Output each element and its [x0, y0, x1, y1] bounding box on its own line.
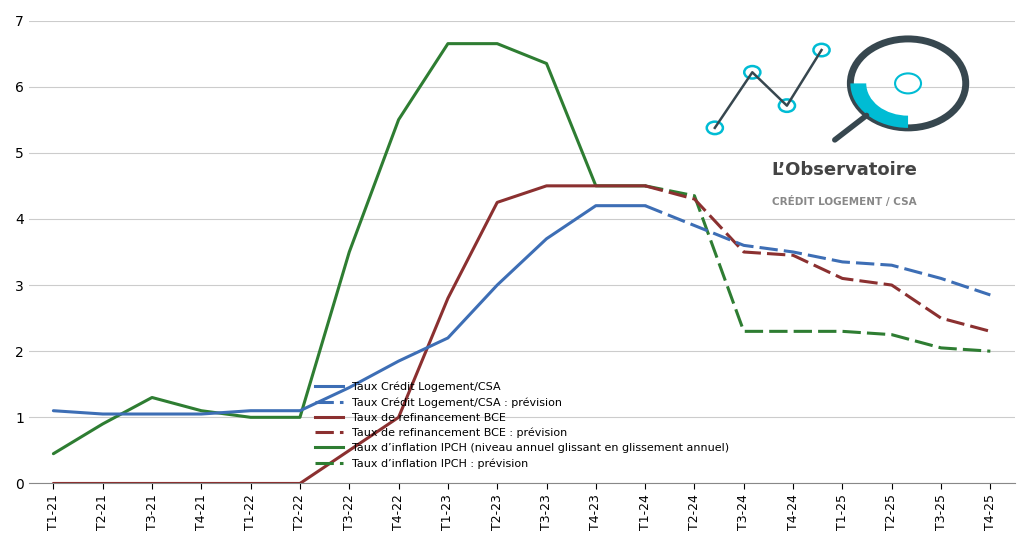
Circle shape — [745, 66, 760, 78]
Circle shape — [707, 122, 723, 134]
Text: L’Observatoire: L’Observatoire — [771, 161, 918, 179]
Wedge shape — [851, 83, 908, 128]
Circle shape — [779, 100, 795, 112]
Legend: Taux Crédit Logement/CSA, Taux Crédit Logement/CSA : prévision, Taux de refinanc: Taux Crédit Logement/CSA, Taux Crédit Lo… — [310, 378, 733, 473]
Text: CRÉDIT LOGEMENT / CSA: CRÉDIT LOGEMENT / CSA — [772, 196, 917, 207]
Circle shape — [814, 44, 829, 56]
Circle shape — [895, 73, 921, 93]
